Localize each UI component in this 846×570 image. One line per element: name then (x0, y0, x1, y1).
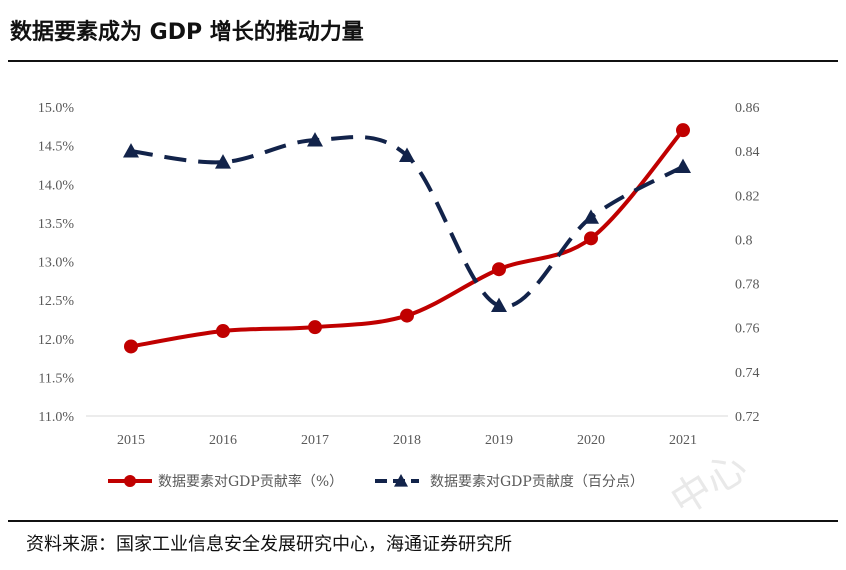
legend: 数据要素对GDP贡献率（%） 数据要素对GDP贡献度（百分点） (108, 473, 644, 490)
series-point (124, 339, 138, 354)
legend-label: 数据要素对GDP贡献度（百分点） (430, 474, 644, 490)
series-point (308, 320, 322, 335)
right-tick-label: 0.74 (735, 366, 760, 381)
right-y-axis: 0.72 0.74 0.76 0.78 0.8 0.82 0.84 0.86 (735, 101, 760, 425)
left-tick-label: 13.5% (38, 217, 75, 232)
x-tick-label: 2019 (485, 433, 513, 448)
source-note: 资料来源：国家工业信息安全发展研究中心，海通证券研究所 (26, 534, 512, 555)
right-tick-label: 0.82 (735, 189, 760, 204)
right-tick-label: 0.84 (735, 145, 760, 160)
legend-swatch-marker (394, 474, 408, 487)
x-tick-label: 2015 (117, 433, 145, 448)
series-point (491, 297, 507, 313)
legend-swatch-marker (124, 475, 136, 487)
series-point (215, 154, 231, 169)
series-point (216, 324, 230, 339)
left-y-axis: 11.0% 11.5% 12.0% 12.5% 13.0% 13.5% 14.0% 14.5%… (38, 101, 75, 425)
right-tick-label: 0.76 (735, 322, 760, 337)
series-point (583, 209, 599, 224)
left-tick-label: 11.0% (38, 410, 74, 425)
series-point (675, 158, 691, 173)
x-tick-label: 2016 (209, 433, 237, 448)
left-tick-label: 12.0% (38, 333, 75, 348)
left-tick-label: 15.0% (38, 101, 75, 116)
series-point (492, 262, 506, 277)
x-axis: 2015 2016 2017 2018 2019 2020 2021 (117, 433, 697, 448)
right-tick-label: 0.72 (735, 410, 760, 425)
left-tick-label: 13.0% (38, 256, 75, 271)
left-tick-label: 12.5% (38, 294, 75, 309)
left-tick-label: 14.0% (38, 178, 75, 193)
legend-label: 数据要素对GDP贡献率（%） (158, 473, 343, 490)
x-tick-label: 2017 (301, 433, 329, 448)
series-point (400, 308, 414, 323)
x-tick-label: 2021 (669, 433, 697, 448)
chart-title: 数据要素成为 GDP 增长的推动力量 (10, 20, 364, 45)
series-layer (123, 123, 691, 354)
right-tick-label: 0.8 (735, 233, 753, 248)
right-tick-label: 0.86 (735, 101, 760, 116)
series-line-2 (130, 135, 684, 309)
right-tick-label: 0.78 (735, 278, 760, 293)
left-tick-label: 11.5% (38, 371, 74, 386)
bottom-divider (8, 520, 838, 522)
watermark-text: 中心 (663, 444, 755, 520)
series-point (676, 123, 690, 138)
top-divider (8, 60, 838, 62)
x-tick-label: 2020 (577, 433, 605, 448)
series-point (584, 231, 598, 246)
left-tick-label: 14.5% (38, 140, 75, 155)
series-point (399, 147, 415, 162)
series-point (307, 132, 323, 147)
x-tick-label: 2018 (393, 433, 421, 448)
series-point (123, 143, 139, 158)
line-chart: 中心 11.0% 11.5% 12.0% 12.5% 13.0% 13.5% 14.0% 14… (38, 101, 760, 520)
